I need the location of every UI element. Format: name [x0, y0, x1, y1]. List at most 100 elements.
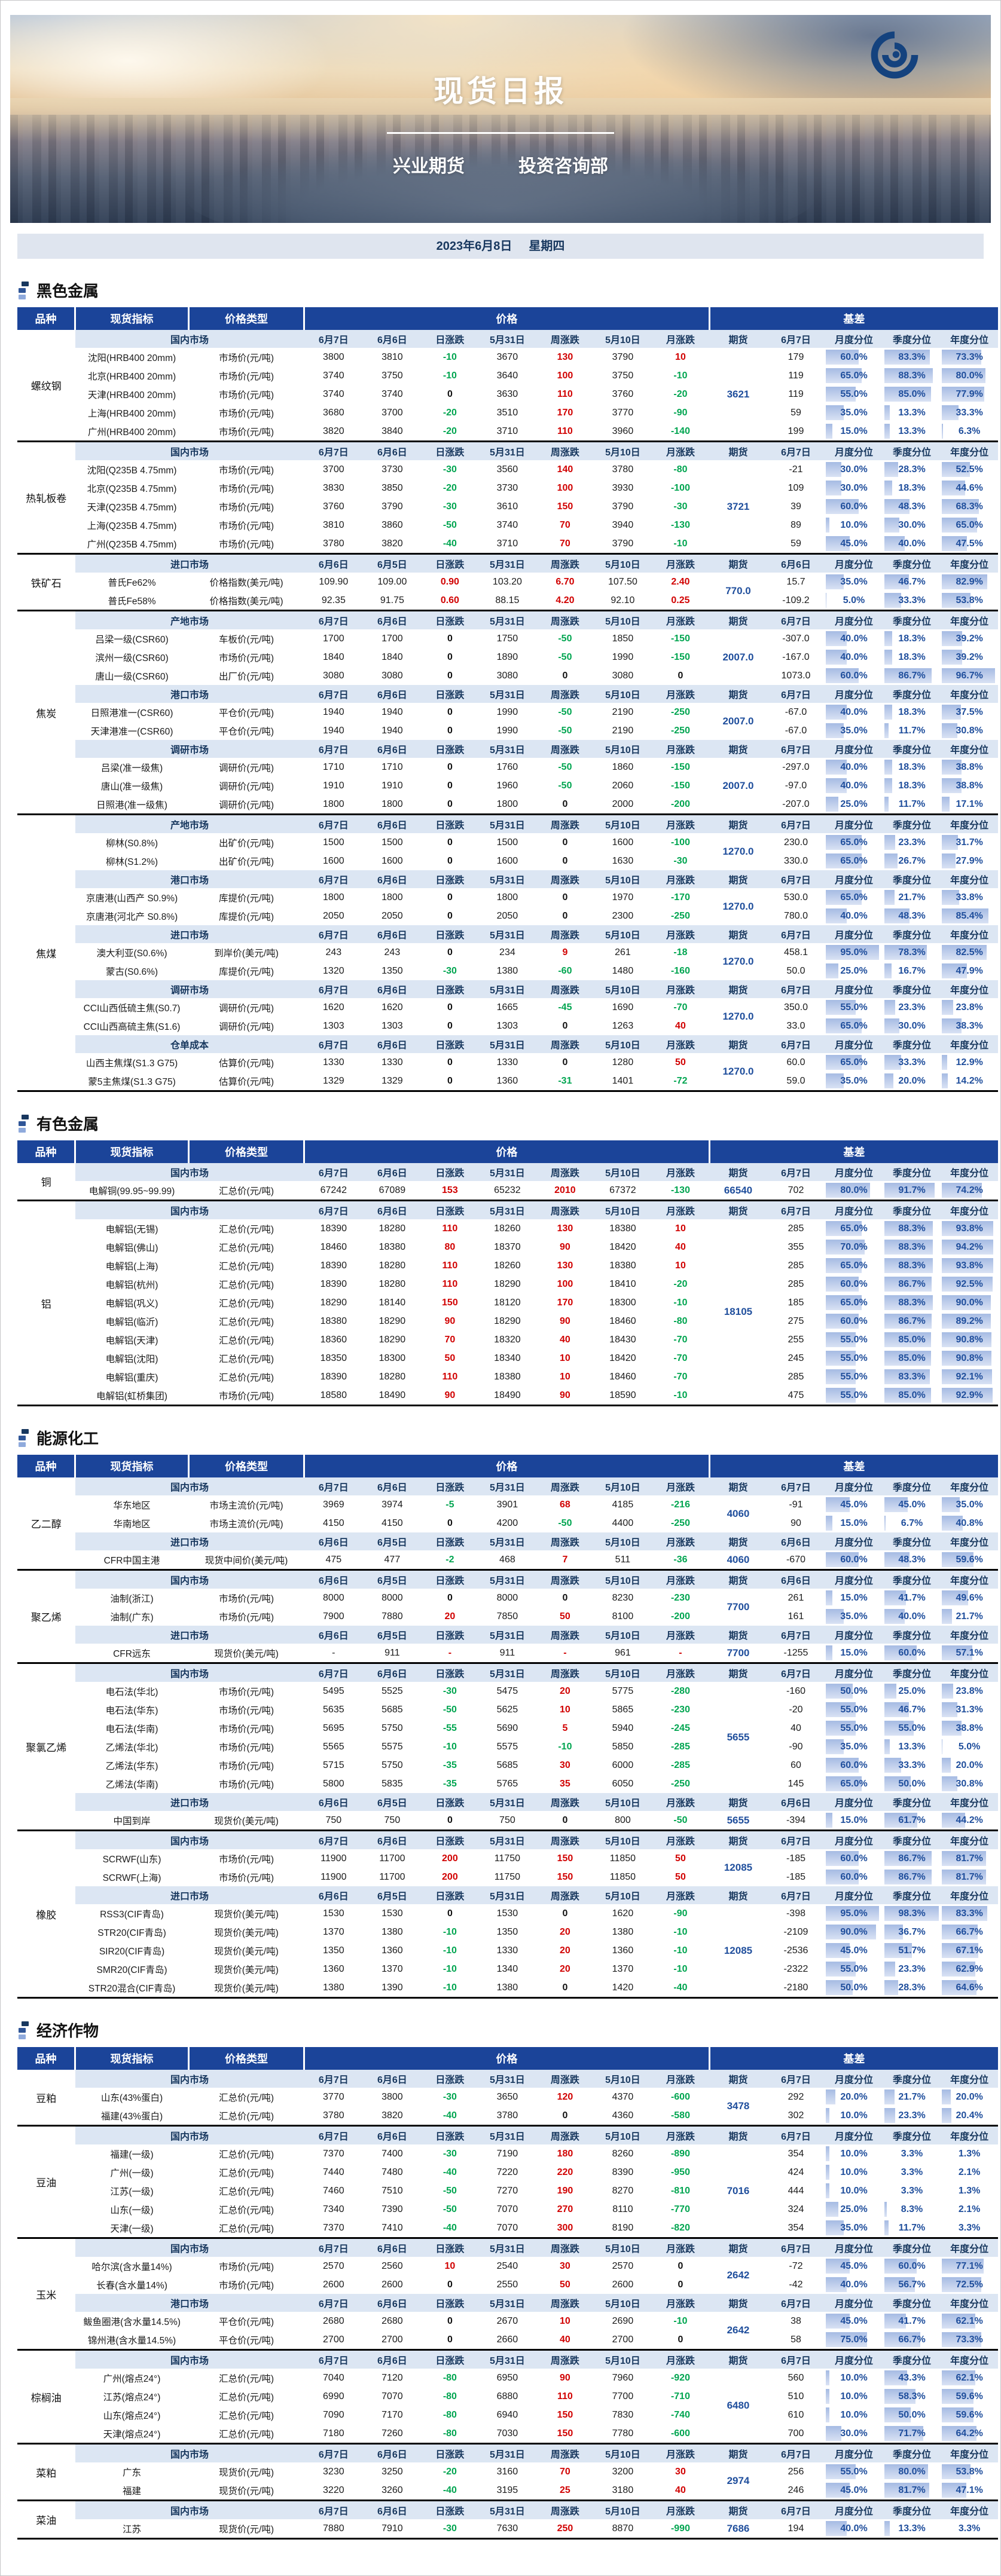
price-cell: 911: [363, 1644, 422, 1663]
price-cell: 92.35: [304, 591, 364, 611]
percentile-value: 15.0%: [840, 1592, 868, 1603]
percentile-value: 20.0%: [898, 1075, 926, 1086]
indicator-name: 电解铝(天津): [75, 1330, 189, 1349]
percentile-cell: 33.3%: [941, 403, 998, 422]
price-cell: 0: [651, 2330, 710, 2350]
price-type: 市场价(元/吨): [188, 1849, 304, 1868]
date-column-header: 6月7日: [304, 2443, 364, 2462]
date-column-header: 周涨跌: [536, 553, 594, 573]
price-cell: 1330: [478, 1053, 536, 1072]
percentile-bar: [826, 1962, 856, 1977]
basis-value: -2536: [767, 1941, 825, 1960]
date-column-header: 5月31日: [478, 1793, 536, 1811]
percentile-bar: [884, 1645, 917, 1660]
price-cell: 1890: [478, 648, 536, 666]
price-cell: 477: [363, 1550, 422, 1570]
percentile-bar: [826, 2370, 829, 2385]
percentile-bar: [884, 1497, 908, 1512]
date-column-header: 6月7日: [304, 870, 364, 888]
percentile-cell: 90.8%: [941, 1349, 998, 1367]
price-cell: 109.00: [363, 573, 422, 591]
price-cell: 8190: [594, 2219, 652, 2238]
price-cell: 2690: [594, 2312, 652, 2330]
percentile-value: 35.0%: [840, 1075, 868, 1086]
indicator-name: 油制(广东): [75, 1607, 189, 1626]
percentile-bar: [826, 1000, 856, 1015]
percentile-bar: [826, 1980, 853, 1995]
percentile-column-header: 年度分位: [941, 813, 998, 833]
percentile-bar: [942, 668, 995, 683]
percentile-value: 10.0%: [840, 2391, 868, 2401]
percentile-value: 93.8%: [956, 1260, 983, 1271]
price-type: 库提价(元/吨): [188, 907, 304, 925]
date-column-header: 周涨跌: [536, 2499, 594, 2519]
percentile-cell: 18.3%: [883, 703, 941, 721]
table-row: 中国到岸 现货价(美元/吨) 750 750 0 750 0 800 -50 5655 -394 15…: [17, 1811, 998, 1831]
table-row: 蒙5主焦煤(S1.3 G75) 估算价(元/吨) 1329 1329 0 1360 -31 1…: [17, 1072, 998, 1091]
percentile-bar: [884, 1702, 909, 1717]
percentile-cell: 49.6%: [941, 1589, 998, 1607]
date-column-header: 6月7日: [304, 925, 364, 943]
percentile-value: 17.1%: [956, 799, 983, 809]
table-row: 上海(HRB400 20mm) 市场价(元/吨) 3680 3700 -20 3510 17…: [17, 403, 998, 422]
price-cell: 110: [536, 422, 594, 442]
percentile-cell: 11.7%: [883, 721, 941, 740]
price-cell: 1940: [304, 721, 364, 740]
price-type: 市场主流价(元/吨): [188, 1514, 304, 1532]
percentile-cell: 50.0%: [883, 1775, 941, 1793]
price-cell: 1940: [363, 703, 422, 721]
date-column-header: 5月10日: [594, 870, 652, 888]
percentile-cell: 25.0%: [825, 795, 883, 815]
percentile-bar: [942, 853, 956, 868]
percentile-bar: [942, 1776, 957, 1791]
percentile-value: 80.0%: [840, 1185, 868, 1195]
price-cell: 1690: [594, 998, 652, 1017]
percentile-column-header: 年度分位: [941, 1886, 998, 1904]
percentile-cell: 20.0%: [941, 1756, 998, 1775]
price-cell: 750: [304, 1811, 364, 1831]
price-cell: 40: [651, 1017, 710, 1035]
price-cell: 40: [651, 1238, 710, 1256]
price-cell: 50: [651, 1053, 710, 1072]
price-cell: 3200: [594, 2462, 652, 2481]
percentile-column-header: 月度分位: [825, 330, 883, 348]
table-row: 电解铜(99.95~99.99) 汇总价(元/吨) 67242 67089 153 652…: [17, 1181, 998, 1201]
price-type: 库提价(元/吨): [188, 962, 304, 980]
price-cell: 0: [421, 1589, 479, 1607]
percentile-cell: 82.5%: [941, 943, 998, 962]
percentile-cell: 48.3%: [883, 907, 941, 925]
percentile-value: 64.6%: [956, 1982, 983, 1993]
percentile-cell: 86.7%: [883, 1312, 941, 1330]
price-cell: 1600: [304, 852, 364, 870]
percentile-value: 70.0%: [840, 1241, 868, 1252]
price-cell: -580: [651, 2106, 710, 2126]
price-cell: 2670: [478, 2312, 536, 2330]
percentile-cell: 40.8%: [941, 1514, 998, 1532]
percentile-bar: [826, 1552, 859, 1567]
percentile-value: 60.0%: [840, 1871, 868, 1882]
date-column-header: 周涨跌: [536, 1569, 594, 1589]
percentile-value: 60.0%: [840, 351, 868, 362]
percentile-value: 10.0%: [840, 2167, 868, 2177]
price-cell: -30: [421, 497, 479, 516]
percentile-value: 5.0%: [843, 595, 865, 605]
indicator-name: 福建(一级): [75, 2144, 189, 2163]
price-cell: 7070: [478, 2200, 536, 2219]
price-cell: 1800: [478, 795, 536, 815]
futures-column-header: 期货: [709, 1662, 767, 1682]
indicator-name: 电解铝(上海): [75, 1256, 189, 1275]
percentile-cell: 85.4%: [941, 907, 998, 925]
date-column-header: 6月7日: [304, 610, 364, 629]
data-table: 品种 现货指标 价格类型 价格 基差 豆粕 国内市场 6月7日 6月6日 日涨跌 5月31日 周涨跌 5…: [17, 2047, 998, 2540]
price-cell: 0: [421, 721, 479, 740]
price-cell: 30: [536, 1756, 594, 1775]
price-type: 汇总价(元/吨): [188, 2369, 304, 2387]
basis-date-header: 6月7日: [767, 980, 825, 998]
price-cell: 153: [421, 1181, 479, 1201]
percentile-column-header: 年度分位: [941, 1626, 998, 1644]
percentile-bar: [942, 963, 968, 978]
price-cell: 5775: [594, 1682, 652, 1700]
percentile-cell: 50.0%: [825, 1682, 883, 1700]
date-column-header: 日涨跌: [421, 1793, 479, 1811]
percentile-bar: [942, 1073, 948, 1088]
